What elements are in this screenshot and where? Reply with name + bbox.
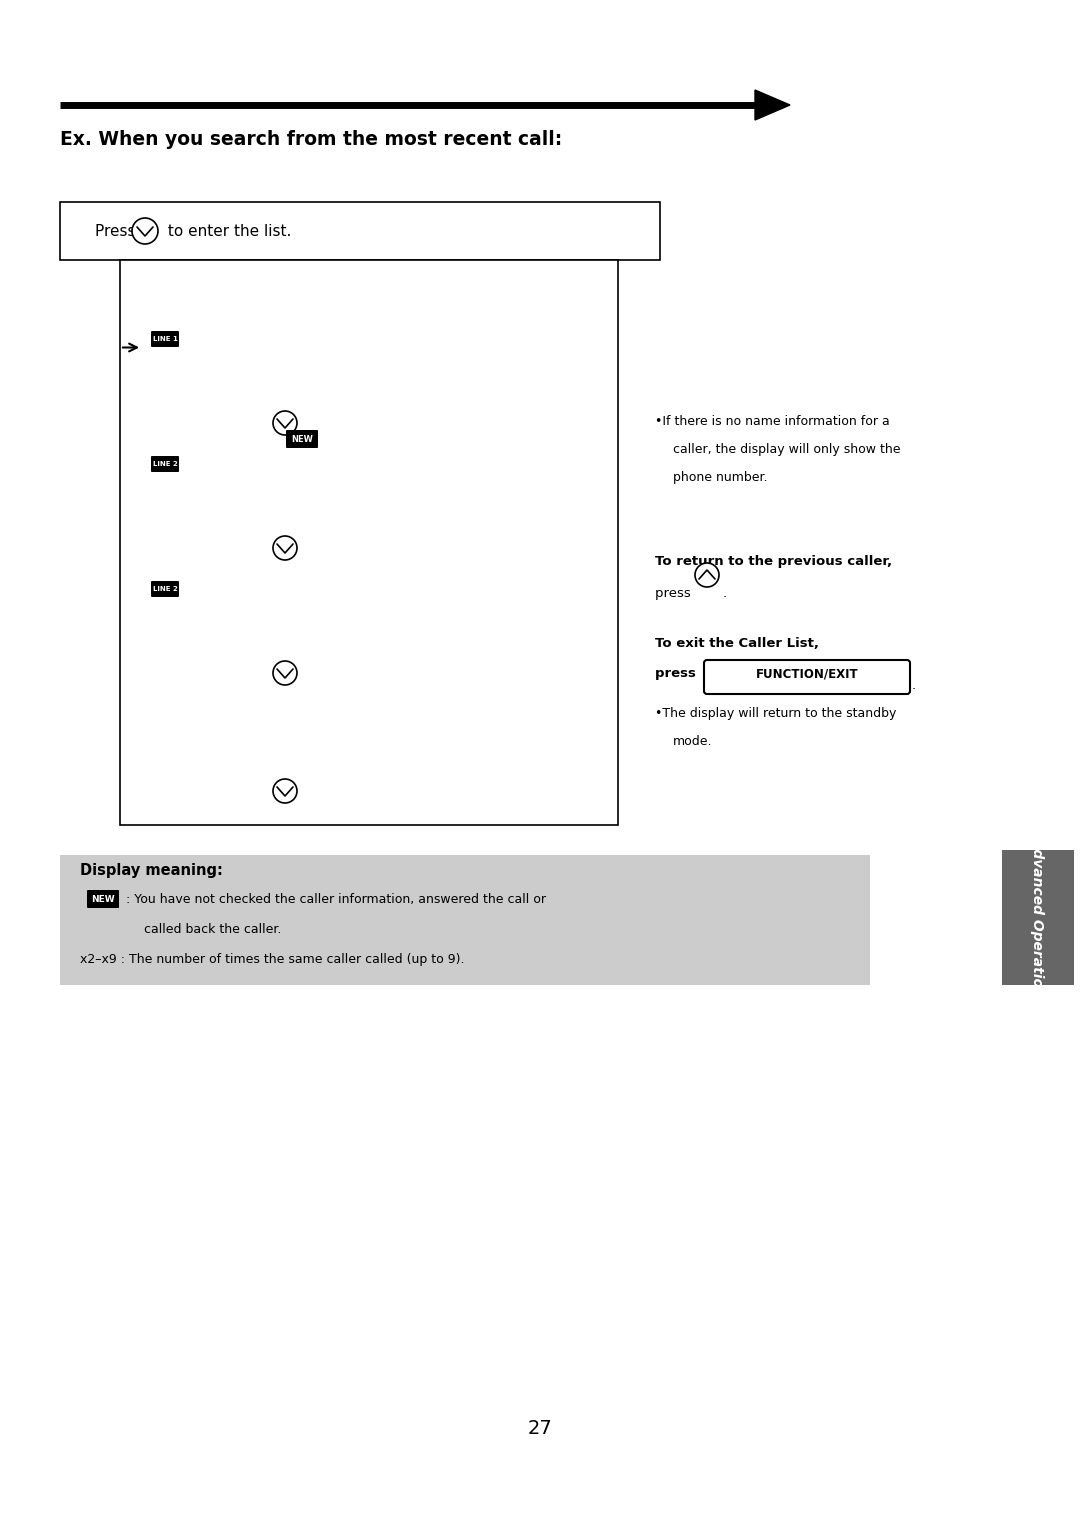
Text: .: .: [912, 678, 916, 692]
Text: LINE 2: LINE 2: [152, 461, 177, 468]
Text: : You have not checked the caller information, answered the call or: : You have not checked the caller inform…: [126, 892, 546, 906]
Bar: [1002, 850, 1074, 986]
Text: 11/23: 11/23: [207, 442, 237, 452]
Text: Press: Press: [240, 666, 281, 680]
Text: •The display will return to the standby: •The display will return to the standby: [654, 707, 896, 720]
Text: 1-111-444-7777: 1-111-444-7777: [183, 345, 300, 359]
FancyBboxPatch shape: [151, 455, 179, 472]
Text: 1-222-333-4444: 1-222-333-4444: [183, 471, 300, 484]
Text: 10:10: 10:10: [152, 567, 183, 578]
Text: press: press: [654, 668, 701, 680]
Polygon shape: [755, 90, 789, 121]
Text: 11:50: 11:50: [152, 316, 183, 327]
Text: JOHN WHITE: JOHN WHITE: [152, 625, 235, 639]
Text: caller, the display will only show the: caller, the display will only show the: [673, 443, 901, 455]
Text: Advanced Operation: Advanced Operation: [1031, 837, 1045, 996]
Text: NEW: NEW: [292, 434, 313, 443]
Text: AM: AM: [190, 562, 201, 568]
Text: Press: Press: [95, 223, 140, 238]
Text: JOHN SMITH: JOHN SMITH: [152, 500, 235, 513]
FancyBboxPatch shape: [704, 660, 910, 694]
Bar: [140, 425, 610, 520]
Circle shape: [273, 662, 297, 685]
Bar: [140, 299, 610, 396]
Text: .: .: [301, 541, 306, 555]
Text: mode.: mode.: [673, 735, 713, 749]
Text: 0  NEW CALL: 0 NEW CALL: [329, 730, 421, 746]
Bar: [140, 675, 610, 762]
Text: Press: Press: [240, 541, 281, 555]
Text: to enter the list.: to enter the list.: [163, 223, 292, 238]
Text: .: .: [301, 416, 306, 429]
Bar: [60, 856, 870, 986]
Text: Ex. When you search from the most recent call:: Ex. When you search from the most recent…: [60, 130, 563, 150]
Text: .: .: [301, 784, 306, 798]
Text: .: .: [723, 587, 727, 601]
Text: NEW: NEW: [91, 894, 114, 903]
Text: 11/25: 11/25: [199, 692, 229, 701]
Text: To exit the Caller List,: To exit the Caller List,: [654, 637, 819, 649]
Text: 9:00: 9:00: [152, 692, 175, 701]
FancyBboxPatch shape: [286, 429, 318, 448]
FancyBboxPatch shape: [151, 332, 179, 347]
Bar: [140, 550, 610, 645]
Text: 27: 27: [528, 1418, 552, 1438]
Text: AM: AM: [183, 688, 192, 694]
Text: phone number.: phone number.: [673, 471, 768, 484]
Text: To return to the previous caller,: To return to the previous caller,: [654, 555, 892, 568]
Text: Display meaning:: Display meaning:: [80, 863, 222, 879]
Text: x4: x4: [262, 442, 274, 452]
Circle shape: [273, 779, 297, 804]
Text: called back the caller.: called back the caller.: [144, 923, 282, 937]
Text: LINE 2: LINE 2: [152, 587, 177, 591]
Text: Press: Press: [240, 416, 281, 429]
Text: x2–x9 : The number of times the same caller called (up to 9).: x2–x9 : The number of times the same cal…: [80, 953, 464, 966]
Text: LINE 1: LINE 1: [152, 336, 177, 342]
Text: FUNCTION/EXIT: FUNCTION/EXIT: [756, 668, 859, 680]
Bar: [140, 425, 610, 520]
Text: press: press: [654, 587, 696, 601]
Circle shape: [273, 536, 297, 559]
Text: TINA ROBINSON: TINA ROBINSON: [152, 374, 261, 390]
FancyBboxPatch shape: [151, 581, 179, 597]
Text: •If there is no name information for a: •If there is no name information for a: [654, 416, 890, 428]
Bar: [120, 260, 618, 825]
Text: AM: AM: [190, 437, 201, 443]
Text: .: .: [301, 666, 306, 680]
Circle shape: [696, 562, 719, 587]
Text: 11/22: 11/22: [207, 567, 237, 578]
Bar: [60, 202, 660, 260]
Text: 1-555-666-7777: 1-555-666-7777: [183, 594, 300, 610]
Text: AM: AM: [190, 312, 201, 318]
Circle shape: [273, 411, 297, 435]
Circle shape: [132, 219, 158, 244]
Text: Press: Press: [240, 784, 281, 798]
Text: 10:50: 10:50: [152, 442, 183, 452]
Text: 11/24: 11/24: [207, 316, 237, 327]
FancyBboxPatch shape: [87, 889, 119, 908]
